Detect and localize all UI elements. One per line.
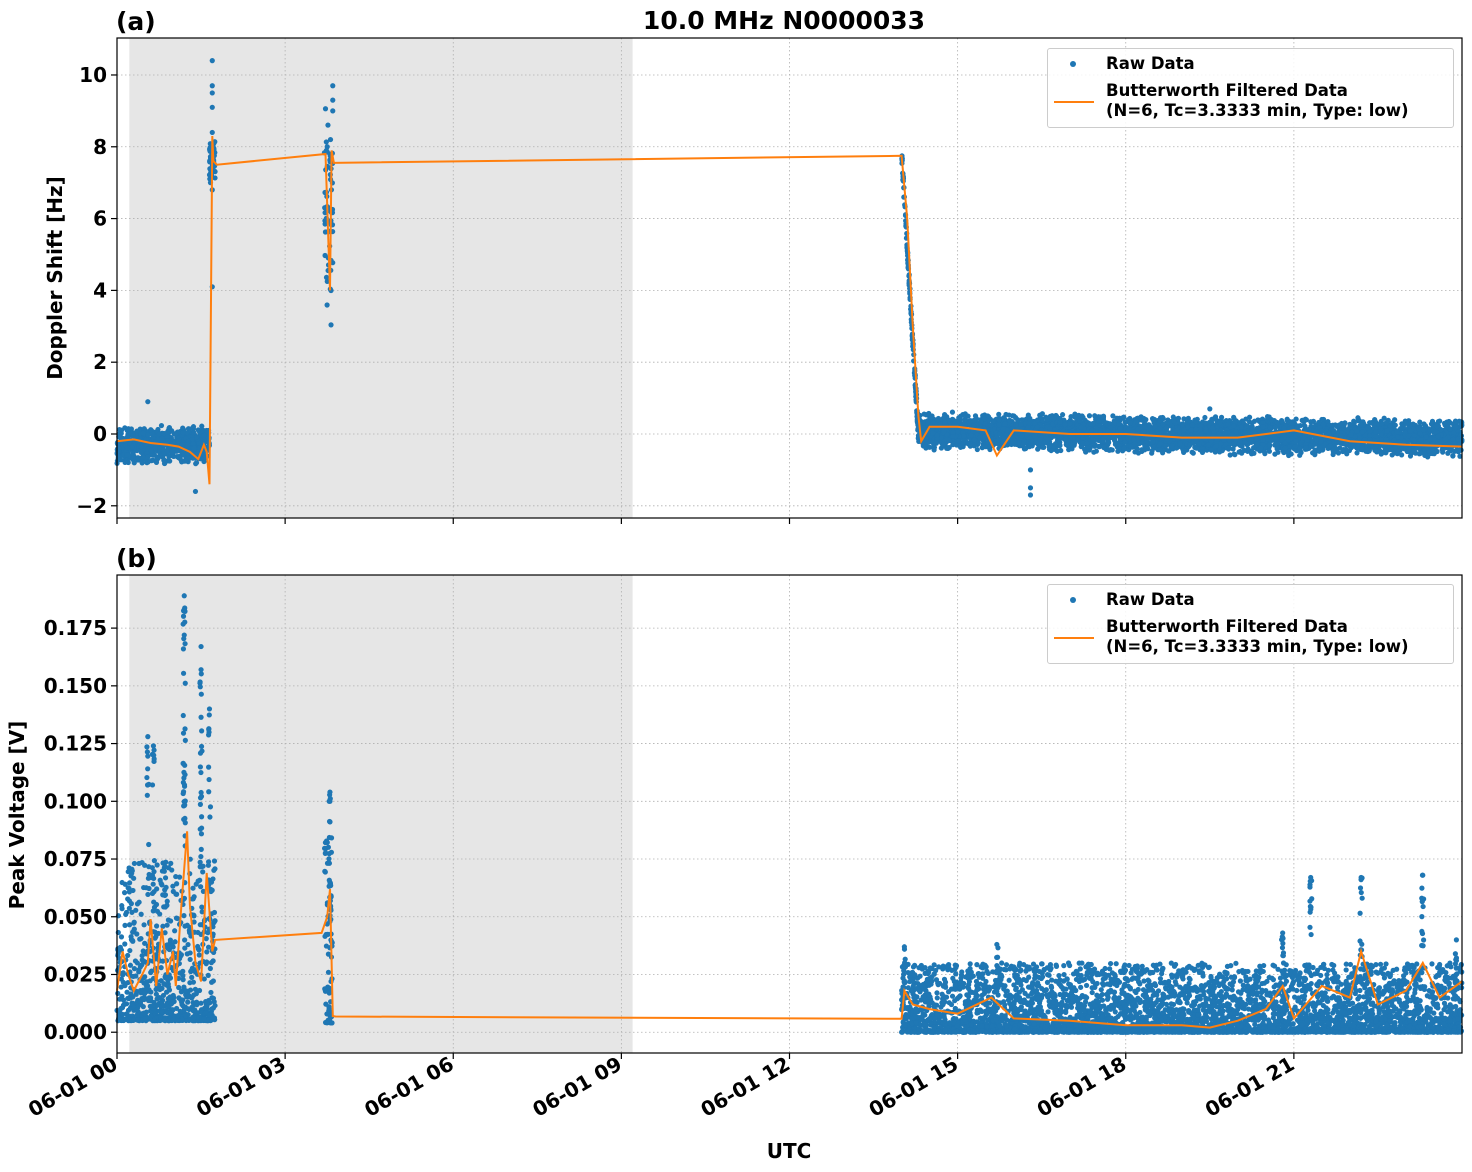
y-tick-label: 0.175	[44, 616, 107, 640]
legend-a: Raw Data Butterworth Filtered Data (N=6,…	[1047, 48, 1454, 128]
legend-filtered-label-1: Butterworth Filtered Data	[1106, 81, 1348, 100]
x-tick-label: 06-01 21	[1201, 1052, 1299, 1122]
filtered-line-icon	[1054, 637, 1094, 639]
y-tick-label: 10	[79, 63, 107, 87]
y-ticks-b: 0.000 0.025 0.050 0.075 0.100 0.125 0.150 0.175	[44, 616, 117, 1044]
y-tick-label: 0.050	[44, 905, 107, 929]
y-tick-label: 0.150	[44, 674, 107, 698]
x-axis-label: UTC	[767, 1139, 812, 1163]
x-tick-label: 06-01 06	[360, 1052, 458, 1122]
raw-data-marker-icon	[1070, 61, 1076, 67]
y-tick-label: 0.025	[44, 962, 107, 986]
raw-data-scatter-b	[114, 593, 1465, 1035]
y-tick-label: 0.075	[44, 847, 107, 871]
figure-title: 10.0 MHz N0000033	[643, 6, 925, 35]
legend-raw-label: Raw Data	[1106, 54, 1195, 73]
x-tick-label: 06-01 03	[192, 1052, 290, 1122]
x-tick-label: 06-01 09	[528, 1052, 626, 1122]
legend-b: Raw Data Butterworth Filtered Data (N=6,…	[1047, 584, 1454, 664]
y-tick-label: 4	[93, 278, 107, 302]
x-tick-label: 06-01 12	[696, 1052, 794, 1122]
y-tick-label: −2	[76, 494, 107, 518]
legend-filtered-label-2: (N=6, Tc=3.3333 min, Type: low)	[1106, 101, 1409, 120]
shaded-region-a	[129, 38, 633, 518]
y-axis-label-a: Doppler Shift [Hz]	[43, 176, 67, 380]
raw-data-marker-icon	[1070, 597, 1076, 603]
x-ticks-a	[116, 518, 1295, 524]
x-ticks-b	[116, 1053, 1295, 1059]
y-tick-label: 6	[93, 207, 107, 231]
legend-filtered-label-2: (N=6, Tc=3.3333 min, Type: low)	[1106, 637, 1409, 656]
panel-label-b: (b)	[116, 544, 157, 573]
panel-label-a: (a)	[116, 7, 156, 36]
y-tick-label: 0.000	[44, 1020, 107, 1044]
panel-b: 0.000 0.025 0.050 0.075 0.100 0.125 0.150 0.175	[44, 574, 1465, 1059]
legend-filtered-label-1: Butterworth Filtered Data	[1106, 617, 1348, 636]
x-tick-label: 06-01 00	[24, 1052, 122, 1122]
x-tick-labels: 06-01 00 06-01 03 06-01 06 06-01 09 06-01 12…	[24, 1052, 1298, 1122]
y-ticks-a: −2 0 2 4 6 8 10	[76, 63, 117, 518]
y-tick-label: 0	[93, 422, 107, 446]
y-tick-label: 0.100	[44, 789, 107, 813]
y-axis-label-b: Peak Voltage [V]	[5, 721, 29, 910]
x-tick-label: 06-01 18	[1033, 1052, 1131, 1122]
y-tick-label: 2	[93, 350, 107, 374]
y-tick-label: 0.125	[44, 732, 107, 756]
filtered-line-a	[116, 135, 1463, 485]
shaded-region-b	[129, 575, 633, 1053]
filtered-line-icon	[1054, 101, 1094, 103]
y-tick-label: 8	[93, 135, 107, 159]
legend-raw-label: Raw Data	[1106, 590, 1195, 609]
filtered-line-b	[116, 831, 1463, 1029]
x-tick-label: 06-01 15	[865, 1052, 963, 1122]
